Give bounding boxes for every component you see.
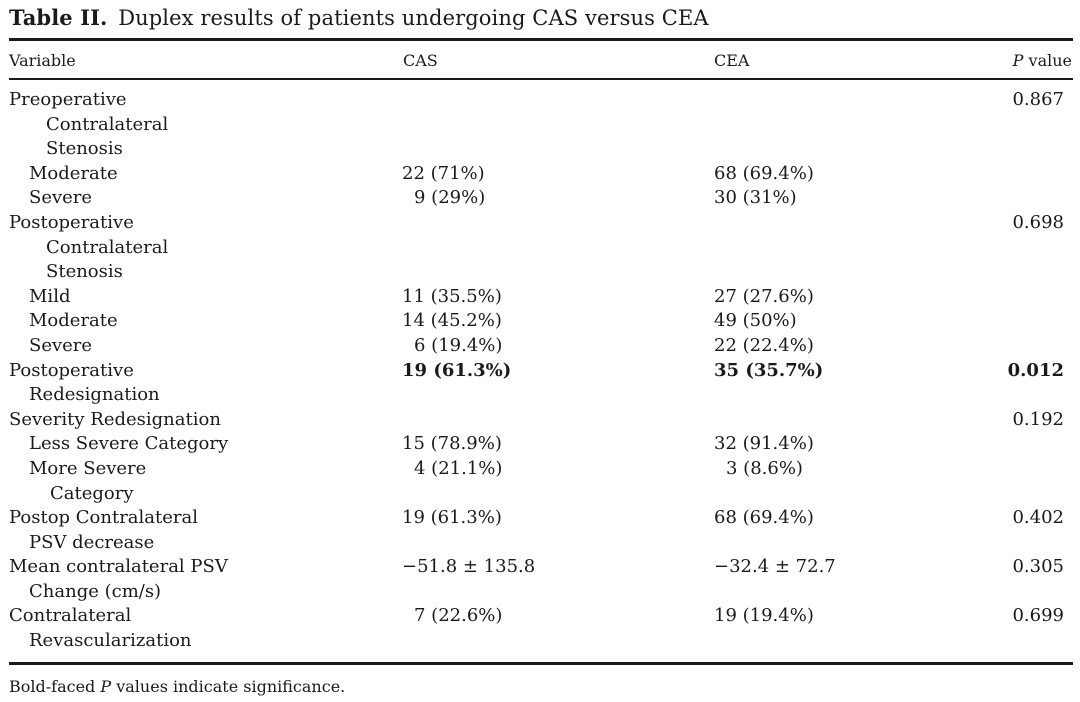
cas-cell: 15 (78.9%) bbox=[402, 433, 502, 455]
row-label: Postoperative bbox=[9, 211, 134, 233]
table-row: Mean contralateral PSV Change (cm/s) −51… bbox=[9, 555, 1073, 604]
table-row: Preoperative 0.867 bbox=[9, 88, 1073, 113]
table-row: Severe 6 (19.4%) 22 (22.4%) bbox=[9, 334, 1073, 359]
table-row: More Severe Category 4 (21.1%) 3 (8.6%) bbox=[9, 457, 1073, 506]
table-row: Postoperative Redesignation 19 (61.3%) 3… bbox=[9, 359, 1073, 408]
table-caption: Table II. Duplex results of patients und… bbox=[9, 5, 709, 30]
row-label: Stenosis bbox=[46, 261, 123, 283]
header-p-italic: P bbox=[1012, 51, 1024, 70]
row-label: Severity Redesignation bbox=[9, 408, 221, 430]
table-footnote: Bold-faced P values indicate significanc… bbox=[9, 677, 345, 696]
table-row: Postop Contralateral PSV decrease 19 (61… bbox=[9, 506, 1073, 555]
table-row: Stenosis bbox=[9, 260, 1073, 285]
row-label-line: Postoperative bbox=[9, 359, 134, 381]
row-label: Mean contralateral PSV Change (cm/s) bbox=[9, 555, 228, 604]
p-value-cell: 0.305 bbox=[1012, 556, 1064, 578]
table-row: Moderate 22 (71%) 68 (69.4%) bbox=[9, 162, 1073, 187]
table-row: Severe 9 (29%) 30 (31%) bbox=[9, 186, 1073, 211]
row-label-line: PSV decrease bbox=[29, 531, 155, 553]
table-row: Moderate 14 (45.2%) 49 (50%) bbox=[9, 309, 1073, 334]
row-label: Severe bbox=[29, 334, 93, 356]
p-value-cell: 0.867 bbox=[1012, 89, 1064, 110]
cas-cell: 9 (29%) bbox=[414, 187, 486, 209]
cas-cell: 14 (45.2%) bbox=[402, 310, 502, 332]
cas-cell: −51.8 ± 135.8 bbox=[402, 556, 536, 578]
row-label: Contralateral Revascularization bbox=[9, 604, 192, 653]
p-value-cell: 0.192 bbox=[1012, 408, 1064, 430]
p-value-cell: 0.699 bbox=[1012, 605, 1064, 627]
cea-cell: 27 (27.6%) bbox=[714, 285, 814, 307]
header-variable: Variable bbox=[9, 51, 76, 70]
bottom-rule bbox=[9, 662, 1073, 665]
table-body: Preoperative 0.867 Contralateral Stenosi… bbox=[9, 88, 1073, 654]
row-label-line: More Severe bbox=[29, 457, 147, 479]
cea-cell: −32.4 ± 72.7 bbox=[714, 556, 836, 578]
footnote-text-post: values indicate significance. bbox=[111, 677, 346, 696]
row-label-line: Contralateral bbox=[9, 605, 132, 627]
p-value-cell-significant: 0.012 bbox=[1007, 359, 1064, 381]
cas-cell: 4 (21.1%) bbox=[414, 457, 503, 479]
cea-cell: 32 (91.4%) bbox=[714, 433, 814, 455]
header-p-value: P value bbox=[1013, 51, 1072, 70]
row-label: Contralateral bbox=[46, 113, 169, 135]
cea-cell: 68 (69.4%) bbox=[714, 507, 814, 529]
cas-cell: 11 (35.5%) bbox=[402, 285, 502, 307]
row-label-line: Redesignation bbox=[29, 384, 160, 406]
table-row: Stenosis bbox=[9, 137, 1073, 162]
cas-cell: 6 (19.4%) bbox=[414, 334, 503, 356]
row-label: Postop Contralateral PSV decrease bbox=[9, 506, 198, 555]
cas-cell: 19 (61.3%) bbox=[402, 507, 502, 529]
cea-cell: 19 (19.4%) bbox=[714, 605, 814, 627]
top-rule bbox=[9, 38, 1073, 41]
row-label: Contralateral bbox=[46, 236, 169, 258]
row-label-line: Revascularization bbox=[29, 630, 192, 652]
table-row: Postoperative 0.698 bbox=[9, 211, 1073, 236]
table-row: Less Severe Category 15 (78.9%) 32 (91.4… bbox=[9, 432, 1073, 457]
table-row: Contralateral Revascularization 7 (22.6%… bbox=[9, 604, 1073, 653]
row-label-line: Mean contralateral PSV bbox=[9, 556, 228, 578]
header-p-rest: value bbox=[1023, 51, 1072, 70]
header-cea: CEA bbox=[714, 51, 750, 70]
cea-cell: 30 (31%) bbox=[714, 187, 797, 209]
cas-cell: 22 (71%) bbox=[402, 162, 485, 184]
p-value-cell: 0.402 bbox=[1012, 507, 1064, 529]
row-label-line: Postop Contralateral bbox=[9, 507, 199, 529]
header-cas: CAS bbox=[403, 51, 438, 70]
row-label: Moderate bbox=[29, 162, 118, 184]
row-label: Moderate bbox=[29, 310, 118, 332]
table-row: Mild 11 (35.5%) 27 (27.6%) bbox=[9, 285, 1073, 310]
cas-cell: 19 (61.3%) bbox=[402, 359, 512, 381]
table-title: Duplex results of patients undergoing CA… bbox=[118, 6, 709, 30]
footnote-italic: P bbox=[100, 677, 112, 696]
row-label-line: Category bbox=[50, 482, 134, 504]
cea-cell: 68 (69.4%) bbox=[714, 162, 814, 184]
cea-cell: 22 (22.4%) bbox=[714, 334, 814, 356]
table-label: Table II. bbox=[9, 5, 108, 30]
footnote-text-pre: Bold-faced bbox=[9, 677, 101, 696]
row-label: Preoperative bbox=[9, 89, 127, 110]
cea-cell: 3 (8.6%) bbox=[726, 457, 803, 479]
table-row: Contralateral bbox=[9, 113, 1073, 138]
cas-cell: 7 (22.6%) bbox=[414, 605, 503, 627]
row-label: Stenosis bbox=[46, 138, 123, 160]
p-value-cell: 0.698 bbox=[1012, 211, 1064, 233]
header-rule bbox=[9, 78, 1073, 80]
row-label: More Severe Category bbox=[9, 457, 146, 506]
row-label: Less Severe Category bbox=[29, 433, 229, 455]
row-label: Mild bbox=[29, 285, 71, 307]
table-row: Contralateral bbox=[9, 236, 1073, 261]
cea-cell: 35 (35.7%) bbox=[714, 359, 824, 381]
table-row: Severity Redesignation 0.192 bbox=[9, 408, 1073, 433]
row-label: Postoperative Redesignation bbox=[9, 359, 160, 408]
row-label-line: Change (cm/s) bbox=[29, 580, 162, 602]
cea-cell: 49 (50%) bbox=[714, 310, 797, 332]
row-label: Severe bbox=[29, 187, 93, 209]
